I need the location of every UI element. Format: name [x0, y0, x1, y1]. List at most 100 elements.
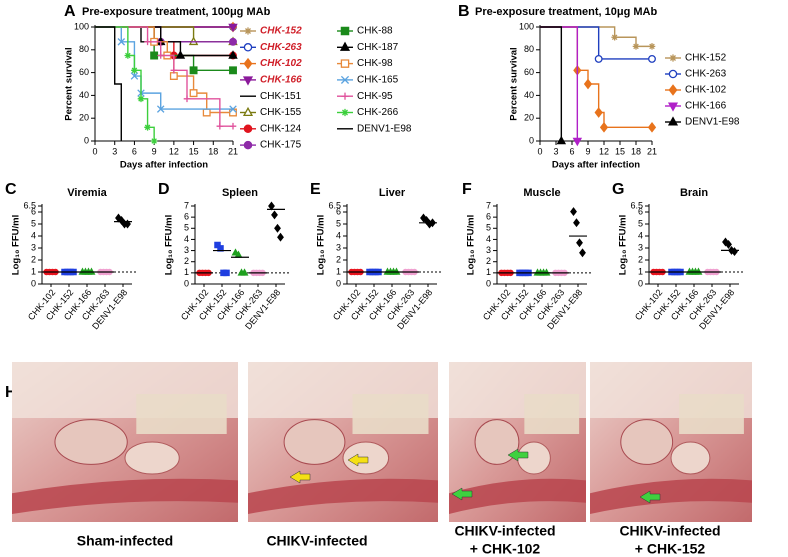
data-point	[573, 218, 580, 228]
joint	[670, 441, 711, 475]
y-tick-label: 60	[524, 67, 534, 77]
legend-label: CHK-88	[357, 26, 393, 37]
legend-marker	[667, 102, 679, 112]
y-tick-label: 80	[524, 44, 534, 54]
x-tick-label: 15	[189, 146, 199, 156]
y-tick-label: 3	[486, 245, 491, 255]
tendon	[449, 478, 586, 514]
survival-line	[95, 26, 233, 43]
y-tick-label: 40	[524, 90, 534, 100]
survival-line	[95, 26, 122, 141]
y-tick-label: 6	[486, 212, 491, 222]
y-tick-label: 5	[336, 218, 341, 228]
caption: CHIKV-infected	[266, 533, 367, 549]
chart-title: Liver	[379, 187, 406, 199]
y-tick-label: 0	[31, 278, 36, 288]
y-axis-label: Log₁₀ FFU/ml	[316, 215, 327, 275]
y-axis-label: Log₁₀ FFU/ml	[466, 215, 477, 275]
y-tick-label: 3	[638, 242, 643, 252]
survival-marker	[648, 55, 656, 63]
caption: + CHK-102	[470, 541, 541, 557]
x-tick-label: 9	[152, 146, 157, 156]
survival-marker	[599, 121, 609, 133]
survival-marker	[189, 66, 198, 75]
bone	[283, 419, 346, 465]
y-tick-label: 1	[31, 266, 36, 276]
survival-marker	[117, 38, 126, 46]
histology-image	[449, 362, 586, 522]
y-tick-label: 0	[336, 278, 341, 288]
data-point	[579, 248, 586, 258]
x-tick-label: 9	[585, 146, 590, 156]
data-point	[274, 223, 281, 233]
survival-marker	[137, 95, 145, 103]
legend-label: CHK-155	[260, 107, 302, 118]
legend-marker	[340, 75, 350, 84]
marrow	[136, 394, 227, 434]
arrow	[451, 487, 473, 501]
histology-image	[248, 362, 438, 522]
legend-marker	[668, 84, 678, 96]
data-point	[223, 269, 230, 277]
survival-line	[540, 26, 652, 60]
survival-marker	[189, 89, 198, 98]
data-point	[725, 239, 732, 249]
caption: CHIKV-infected	[454, 523, 555, 539]
data-point	[271, 210, 278, 220]
survival-line	[540, 26, 579, 141]
y-tick-label: 0	[84, 135, 89, 145]
survival-marker	[150, 137, 158, 145]
legend-label: CHK-166	[260, 75, 302, 86]
legend-marker	[243, 140, 253, 150]
legend-label: CHK-152	[685, 53, 727, 64]
caption: Sham-infected	[77, 533, 173, 549]
arrow	[289, 470, 311, 484]
panel-label: C	[5, 181, 17, 198]
survival-marker	[124, 52, 132, 59]
x-tick-label: 3	[112, 146, 117, 156]
y-tick-label: 2	[336, 254, 341, 264]
legend-label: CHK-152	[260, 26, 302, 37]
y-axis-label: Log₁₀ FFU/ml	[618, 215, 629, 275]
y-tick-label: 6	[184, 212, 189, 222]
legend-marker	[669, 54, 677, 62]
legend-label: DENV1-E98	[357, 123, 412, 134]
y-tick-label: 4	[336, 230, 341, 240]
y-tick-label: 5	[638, 218, 643, 228]
survival-marker	[572, 137, 583, 147]
y-tick-label: 6	[638, 206, 643, 216]
legend-marker	[243, 43, 253, 52]
y-tick-label: 1	[638, 266, 643, 276]
panel-label: E	[310, 181, 321, 198]
survival-marker	[229, 37, 237, 46]
y-tick-label: 20	[524, 113, 534, 123]
panel-label: G	[612, 181, 624, 198]
y-tick-label: 20	[79, 113, 89, 123]
y-tick-label: 2	[486, 256, 491, 266]
y-tick-label: 7	[184, 200, 189, 210]
survival-marker	[156, 105, 165, 113]
y-tick-label: 3	[31, 242, 36, 252]
survival-marker	[229, 122, 237, 130]
y-tick-label: 60	[79, 67, 89, 77]
panel-label: D	[158, 181, 170, 198]
bone	[474, 419, 520, 465]
survival-marker	[647, 121, 657, 133]
legend-marker	[341, 108, 349, 117]
caption: + CHK-152	[635, 541, 706, 557]
legend-label: CHK-95	[357, 91, 393, 102]
survival-line	[540, 26, 652, 48]
histology-image	[12, 362, 238, 522]
legend-label: CHK-266	[357, 107, 399, 118]
legend-marker	[244, 27, 252, 35]
y-tick-label: 4	[638, 230, 643, 240]
survival-marker	[169, 72, 178, 80]
y-tick-label: 6	[31, 206, 36, 216]
panel-label: F	[462, 181, 472, 198]
survival-marker	[556, 135, 567, 145]
y-tick-label: 1	[336, 266, 341, 276]
legend-label: CHK-175	[260, 140, 302, 151]
y-tick-label: 6.5	[630, 200, 643, 210]
legend-marker	[668, 69, 678, 79]
survival-marker	[229, 105, 237, 113]
